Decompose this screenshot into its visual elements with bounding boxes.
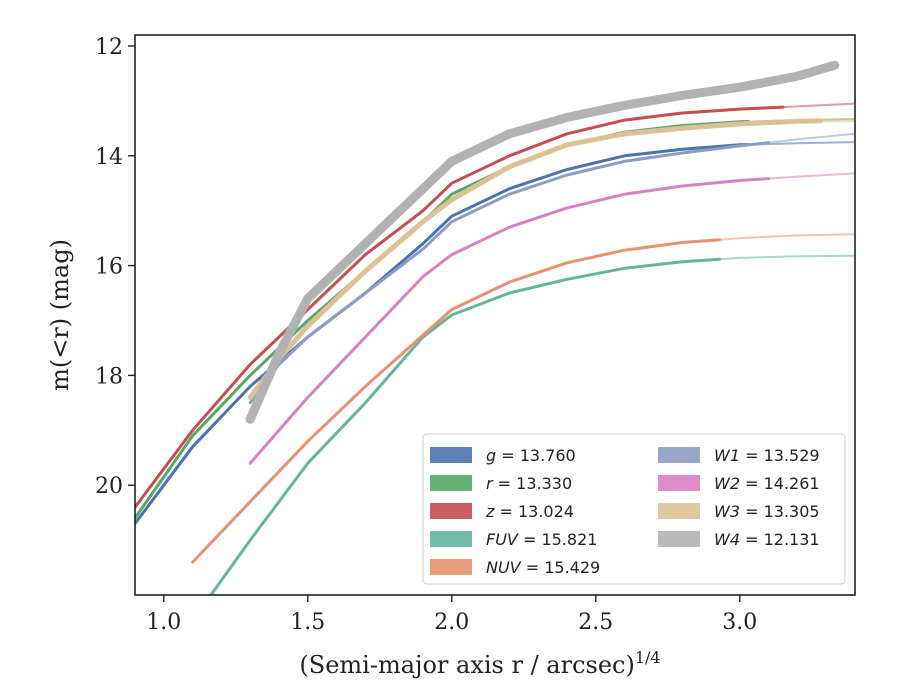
legend-swatch-z xyxy=(430,503,472,519)
x-tick-label: 1.0 xyxy=(146,610,181,635)
legend-label-g: g = 13.760 xyxy=(486,446,576,465)
legend-label-nuv: NUV = 15.429 xyxy=(486,558,600,577)
legend-swatch-w1 xyxy=(658,447,700,463)
y-tick-label: 20 xyxy=(95,474,123,499)
legend-swatch-r xyxy=(430,475,472,491)
legend-label-r: r = 13.330 xyxy=(486,474,572,493)
legend-swatch-g xyxy=(430,447,472,463)
curve-fuv-extension xyxy=(718,254,855,261)
x-tick-label: 1.5 xyxy=(290,610,325,635)
y-tick-label: 14 xyxy=(95,145,123,170)
y-tick-label: 12 xyxy=(95,35,123,60)
x-axis: 1.0 1.5 2.0 2.5 3.0 xyxy=(146,595,757,635)
curve-nuv xyxy=(191,238,722,564)
x-axis-label-main: (Semi-major axis r / arcsec) xyxy=(299,651,634,679)
curve-r xyxy=(135,120,750,520)
legend-box xyxy=(422,433,846,585)
legend-label-w2: W2 = 14.261 xyxy=(714,474,820,493)
curve-z-extension xyxy=(782,102,855,109)
curve-w4 xyxy=(245,60,840,424)
legend-label-w4: W4 = 12.131 xyxy=(714,530,820,549)
legend-label-w1: W1 = 13.529 xyxy=(714,446,820,465)
legend-label-fuv: FUV = 15.821 xyxy=(486,530,597,549)
legend-label-z: z = 13.024 xyxy=(485,502,574,521)
curve-w3 xyxy=(247,118,823,400)
y-axis-label: m(<r) (mag) xyxy=(46,239,74,391)
legend-swatch-nuv xyxy=(430,559,472,575)
curves-layer xyxy=(135,60,855,595)
curve-nuv-extension xyxy=(718,233,855,241)
legend: g = 13.760 r = 13.330 z = 13.024 FUV = 15.8… xyxy=(422,433,846,585)
y-tick-label: 18 xyxy=(95,364,123,389)
curve-g xyxy=(135,143,750,526)
y-axis: 12 14 16 18 20 xyxy=(95,35,135,499)
plot-frame xyxy=(134,34,856,596)
curve-w2 xyxy=(248,177,771,465)
x-axis-label: (Semi-major axis r / arcsec)1/4 xyxy=(299,648,660,679)
x-tick-label: 3.0 xyxy=(722,610,757,635)
legend-swatch-w2 xyxy=(658,475,700,491)
x-tick-label: 2.0 xyxy=(434,610,469,635)
x-tick-label: 2.5 xyxy=(578,610,613,635)
y-tick-label: 16 xyxy=(95,255,123,280)
curve-w3-extension xyxy=(818,118,855,123)
legend-label-w3: W3 = 13.305 xyxy=(714,502,820,521)
x-axis-label-superscript: 1/4 xyxy=(635,648,661,667)
curve-fuv xyxy=(209,257,722,595)
legend-swatch-w4 xyxy=(658,531,700,547)
curve-w1 xyxy=(248,141,771,405)
curve-w1-extension xyxy=(767,132,855,144)
legend-swatch-fuv xyxy=(430,531,472,547)
legend-swatch-w3 xyxy=(658,503,700,519)
curve-w2-extension xyxy=(767,172,855,180)
curve-z xyxy=(135,105,785,509)
